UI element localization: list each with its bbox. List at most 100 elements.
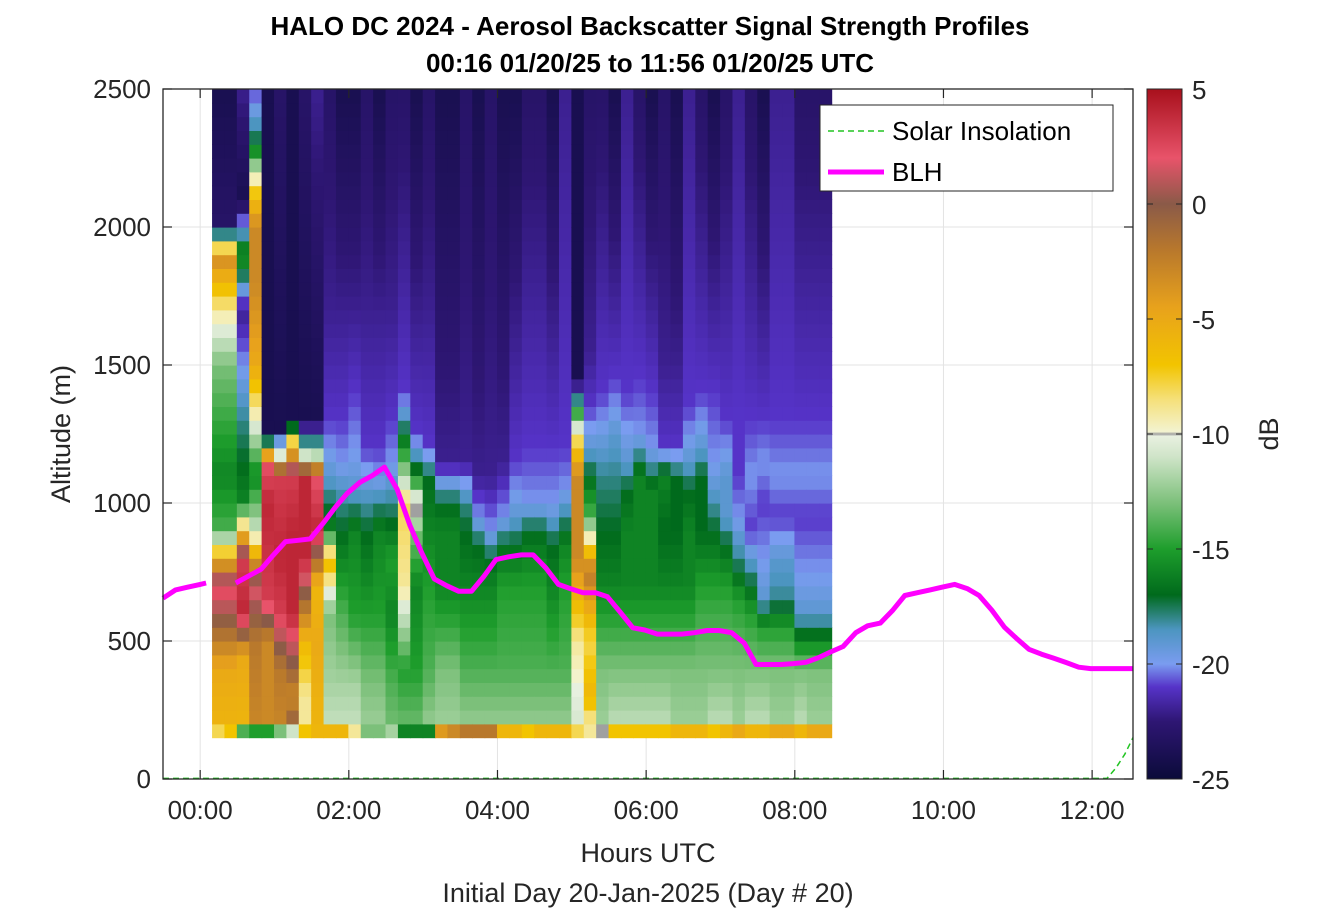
heat-cell [385,323,399,338]
heat-cell [633,282,647,297]
heat-cell [608,144,622,159]
heat-cell [509,227,523,242]
y-tick-label: 1000 [93,488,151,518]
heat-cell [261,668,275,683]
heat-cell [212,558,226,573]
heat-cell [360,102,374,118]
heat-cell [509,461,523,476]
heat-cell [236,710,250,725]
heat-cell [274,585,287,601]
heat-cell [311,668,325,683]
heat-cell [459,668,473,683]
heat-cell [633,668,647,683]
heat-cell [596,572,610,587]
heat-cell [286,213,300,228]
heat-cell [484,254,498,269]
heat-cell [274,447,287,463]
heat-cell [236,668,250,683]
heat-cell [447,461,461,476]
heat-cell [782,544,796,559]
heat-cell [806,613,820,628]
heat-cell [298,613,312,628]
heat-cell [212,654,226,670]
heat-cell [658,447,672,463]
heat-cell [459,337,473,352]
heat-cell [583,668,597,683]
heat-cell [422,365,436,380]
heat-cell [608,682,622,697]
heat-cell [447,323,461,338]
cbar-tick-label: -10 [1192,420,1230,450]
heat-cell [484,337,498,352]
heat-cell [212,447,226,463]
heat-cell [397,130,411,145]
heat-cell [435,365,449,380]
heat-cell [212,434,226,449]
heat-cell [571,365,585,380]
heat-cell [348,296,362,311]
heat-cell [633,696,647,711]
heat-cell [422,447,436,463]
heat-cell [806,503,820,518]
heat-cell [534,696,548,711]
heat-cell [472,254,486,269]
heat-cell [236,282,250,297]
heat-cell [497,599,511,614]
heat-cell [410,144,424,159]
heat-cell [236,461,250,476]
heat-cell [459,710,473,725]
heat-cell [559,130,572,145]
heat-cell [224,710,238,725]
heat-cell [422,696,436,711]
heat-cell [521,572,535,587]
heat-cell [373,434,387,449]
heat-cell [695,254,709,269]
heat-cell [732,544,746,559]
heat-cell [720,240,734,256]
heat-cell [373,696,387,711]
heat-cell [435,489,449,504]
heat-cell [224,544,238,559]
heat-cell [521,268,535,283]
heat-cell [633,558,647,573]
heat-cell [224,102,238,118]
heat-cell [571,406,585,421]
heat-cell [620,282,634,297]
heat-cell [732,268,746,283]
heat-cell [819,516,833,532]
heat-cell [757,185,771,200]
heat-cell [224,378,238,394]
heat-cell [348,613,362,628]
heat-cell [224,516,238,532]
heat-cell [236,351,250,366]
heat-cell [757,572,771,587]
heat-cell [410,158,424,173]
heat-cell [212,489,226,504]
heat-cell [286,475,300,490]
heat-cell [484,296,498,311]
heat-cell [459,158,473,173]
heat-cell [360,254,374,269]
heat-cell [534,365,548,380]
heat-cell [459,434,473,449]
heat-cell [484,723,498,739]
heat-cell [658,572,672,587]
heat-cell [633,544,647,559]
heat-cell [323,102,337,118]
heat-cell [559,323,572,338]
heat-cell [447,227,461,242]
heat-cell [385,158,399,173]
heat-cell [298,130,312,145]
heat-cell [571,641,585,656]
heat-cell [335,116,349,131]
heat-cell [658,240,672,256]
heat-cell [212,144,226,159]
heat-cell [534,599,548,614]
heat-cell [410,240,424,256]
heat-cell [645,668,659,683]
heat-cell [323,296,337,311]
heat-cell [596,668,610,683]
heat-cell [422,613,436,628]
heat-cell [806,475,820,490]
heat-cell [311,723,325,739]
